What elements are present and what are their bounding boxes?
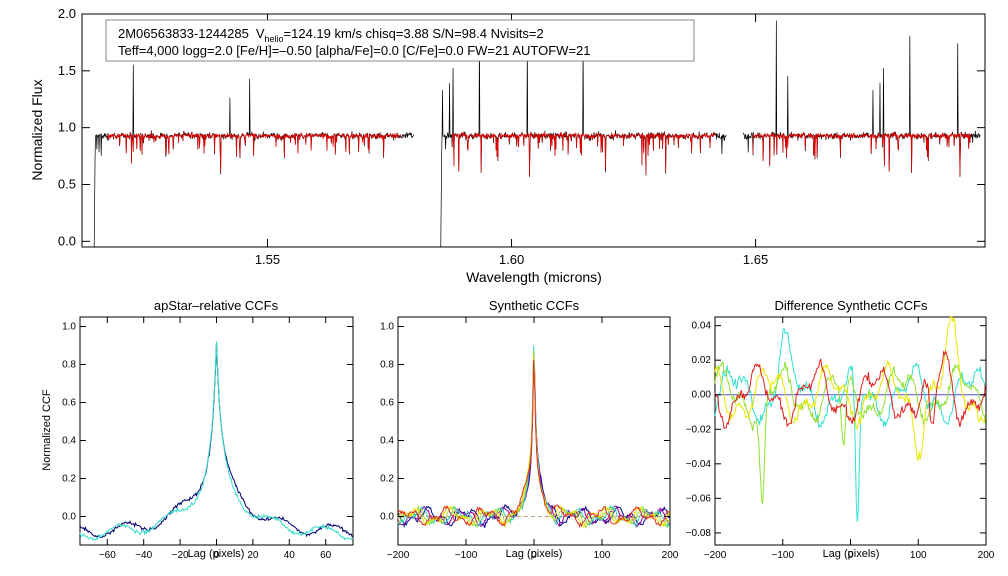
spectrum-model-line <box>107 131 402 172</box>
info-v-rest: =124.19 km/s chisq=3.88 S/N=98.4 Nvisits… <box>284 26 544 41</box>
xtick-label: 200 <box>662 550 679 561</box>
apstar-ccf-xlabel: Lag (pixels) <box>188 548 245 560</box>
spectrum-model-line <box>451 131 716 177</box>
spectrum-ylabel: Normalized Flux <box>29 79 45 180</box>
ytick-label: 0.2 <box>62 474 76 485</box>
apstar-ccf-title: apStar–relative CCFs <box>154 298 279 313</box>
synthetic-ccf-line <box>397 350 670 529</box>
info-line-1: 2M06563833-1244285 Vhelio=124.19 km/s chi… <box>118 26 544 44</box>
apstar-ccf-panel: −60 −40 −20 0 20 40 60 0.0 0.2 0.4 0.6 0.8 1.0 apSta… <box>41 298 354 561</box>
difference-ccf-series <box>714 315 986 522</box>
spectrum-xlabel: Wavelength (microns) <box>466 269 602 285</box>
ytick-label: 0.5 <box>58 176 76 191</box>
ytick-label: 0.02 <box>692 355 712 366</box>
ytick-label: 1.0 <box>380 322 394 333</box>
synthetic-ccf-xlabel: Lag (pixels) <box>506 548 563 560</box>
xtick-label: 100 <box>910 550 927 561</box>
ytick-label: 0.4 <box>380 436 394 447</box>
ytick-label: 0.2 <box>380 474 394 485</box>
ytick-label: 1.0 <box>62 322 76 333</box>
apstar-ccf-line <box>79 341 354 538</box>
spectrum-model-line <box>752 131 971 177</box>
xtick-label: 20 <box>247 550 259 561</box>
info-v-label: V <box>256 26 265 41</box>
difference-ccf-line <box>714 315 986 462</box>
xtick-label: 40 <box>284 550 296 561</box>
difference-ccf-ticks: −200 −100 0 100 200 0.04 0.02 0.00 −0.02 −0.04 −0.… <box>686 317 995 561</box>
spectrum-series <box>93 20 981 248</box>
ytick-label: 0.6 <box>380 398 394 409</box>
ytick-label: 0.0 <box>58 233 76 248</box>
apstar-ccf-ylabel: Normalized CCF <box>41 389 53 471</box>
difference-ccf-line <box>714 328 986 522</box>
xtick-label: 100 <box>594 550 611 561</box>
synthetic-ccf-panel: −200 −100 0 100 200 0.0 0.2 0.4 0.6 0.8 1.0 Synthe… <box>380 298 679 561</box>
difference-ccf-xlabel: Lag (pixels) <box>823 548 880 560</box>
xtick-label: 60 <box>320 550 332 561</box>
xtick-label: −60 <box>99 550 116 561</box>
synthetic-ccf-ticks: −200 −100 0 100 200 0.0 0.2 0.4 0.6 0.8 1.0 <box>380 317 679 561</box>
synthetic-ccf-series <box>397 345 670 529</box>
ytick-label: 2.0 <box>58 6 76 21</box>
xtick-label: −20 <box>172 550 189 561</box>
ytick-label: 0.8 <box>62 360 76 371</box>
ytick-label: −0.06 <box>686 493 712 504</box>
ytick-label: 0.0 <box>62 512 76 523</box>
xtick-label: −200 <box>387 550 410 561</box>
difference-ccf-panel: −200 −100 0 100 200 0.04 0.02 0.00 −0.02 −0.04 −0.… <box>686 298 995 561</box>
info-line-2: Teff=4,000 logg=2.0 [Fe/H]=–0.50 [alpha/… <box>118 43 591 58</box>
spectrum-panel: 1.55 1.60 1.65 0.0 0.5 1.0 1.5 2.0 Wavelength (… <box>29 6 986 285</box>
info-star-id: 2M06563833-1244285 <box>118 26 249 41</box>
xtick-label: −40 <box>135 550 152 561</box>
spectrum-ticks: 1.55 1.60 1.65 0.0 0.5 1.0 1.5 2.0 <box>58 6 985 267</box>
xtick-label: 0 <box>214 550 220 561</box>
xtick-label: −100 <box>771 550 794 561</box>
difference-ccf-line <box>714 350 986 430</box>
ytick-label: 0.04 <box>692 321 712 332</box>
spectrum-frame <box>81 13 986 248</box>
ytick-label: −0.02 <box>686 424 712 435</box>
xtick-label: 1.55 <box>255 252 280 267</box>
ytick-label: −0.08 <box>686 528 712 539</box>
spectrum-observed-line <box>743 20 981 177</box>
ytick-label: 1.0 <box>58 120 76 135</box>
spectrum-observed-line <box>93 64 415 248</box>
info-box <box>105 19 695 62</box>
ytick-label: 0.4 <box>62 436 76 447</box>
ytick-label: 0.8 <box>380 360 394 371</box>
difference-ccf-title: Difference Synthetic CCFs <box>775 298 928 313</box>
difference-ccf-line <box>714 361 986 505</box>
ytick-label: 0.0 <box>380 512 394 523</box>
xtick-label: 0 <box>848 550 854 561</box>
xtick-label: 0 <box>531 550 537 561</box>
apstar-ccf-series <box>79 341 354 541</box>
spectrum-observed-line <box>440 35 727 248</box>
ytick-label: 1.5 <box>58 63 76 78</box>
ytick-label: 0.00 <box>692 390 712 401</box>
apstar-ccf-line <box>79 341 354 541</box>
xtick-label: 1.60 <box>499 252 524 267</box>
ytick-label: 0.6 <box>62 398 76 409</box>
xtick-label: −200 <box>704 550 727 561</box>
synthetic-ccf-line <box>397 359 670 529</box>
xtick-label: −100 <box>455 550 478 561</box>
info-v-sub: helio <box>265 34 284 44</box>
apstar-ccf-ticks: −60 −40 −20 0 20 40 60 0.0 0.2 0.4 0.6 0.8 1.0 <box>62 317 353 561</box>
xtick-label: 200 <box>978 550 995 561</box>
synthetic-ccf-title: Synthetic CCFs <box>489 298 580 313</box>
ytick-label: −0.04 <box>686 459 712 470</box>
xtick-label: 1.65 <box>743 252 768 267</box>
